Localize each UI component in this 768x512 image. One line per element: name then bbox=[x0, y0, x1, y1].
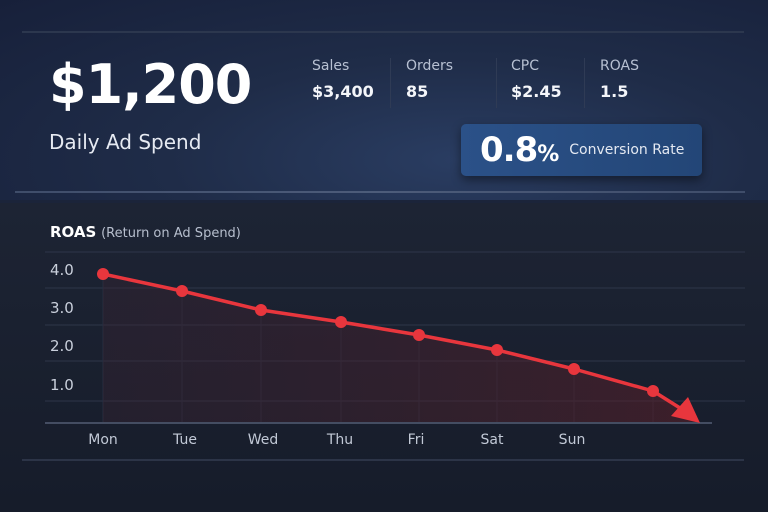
data-point-sat[interactable] bbox=[491, 344, 503, 356]
y-tick-3: 3.0 bbox=[50, 299, 74, 317]
data-point-fri[interactable] bbox=[413, 329, 425, 341]
x-tick-thu: Thu bbox=[326, 432, 354, 448]
metric-value: 1.5 bbox=[600, 82, 629, 101]
bottom-divider bbox=[22, 459, 744, 461]
y-tick-4: 4.0 bbox=[50, 261, 74, 279]
metric-value: 85 bbox=[406, 82, 429, 101]
x-tick-sun: Sun bbox=[558, 432, 586, 448]
data-point-sun[interactable] bbox=[568, 363, 580, 375]
data-point-next[interactable] bbox=[647, 385, 659, 397]
section-divider bbox=[15, 191, 745, 193]
data-point-mon[interactable] bbox=[97, 268, 109, 280]
x-tick-fri: Fri bbox=[407, 432, 425, 448]
metric-orders: Orders 85 bbox=[390, 58, 496, 108]
metric-sales: Sales $3,400 bbox=[300, 58, 390, 108]
metric-value: $2.45 bbox=[511, 82, 562, 101]
data-point-tue[interactable] bbox=[176, 285, 188, 297]
data-points bbox=[97, 268, 659, 397]
trend-arrow-icon bbox=[671, 397, 700, 423]
x-tick-tue: Tue bbox=[173, 432, 197, 448]
area-fill bbox=[103, 274, 700, 423]
data-point-wed[interactable] bbox=[255, 304, 267, 316]
metric-cpc: CPC $2.45 bbox=[496, 58, 584, 108]
metric-label: Sales bbox=[312, 58, 350, 74]
metric-roas: ROAS 1.5 bbox=[584, 58, 664, 108]
top-divider bbox=[22, 31, 744, 33]
metric-label: Orders bbox=[406, 58, 454, 74]
daily-ad-spend-value: $1,200 bbox=[49, 53, 252, 116]
data-point-thu[interactable] bbox=[335, 316, 347, 328]
metric-value: $3,400 bbox=[312, 82, 374, 101]
metric-label: ROAS bbox=[600, 58, 639, 74]
y-tick-1: 1.0 bbox=[50, 376, 74, 394]
conversion-rate-card: 0.8 % Conversion Rate bbox=[461, 124, 702, 176]
metric-label: CPC bbox=[511, 58, 539, 74]
x-tick-mon: Mon bbox=[88, 432, 118, 448]
conversion-rate-unit: % bbox=[537, 141, 560, 167]
conversion-rate-label: Conversion Rate bbox=[569, 142, 685, 158]
chart-subtitle: (Return on Ad Spend) bbox=[101, 226, 241, 241]
daily-ad-spend-label: Daily Ad Spend bbox=[49, 130, 202, 154]
metrics-row: Sales $3,400 Orders 85 CPC $2.45 ROAS 1.… bbox=[300, 58, 664, 108]
x-tick-wed: Wed bbox=[247, 432, 279, 448]
chart-title: ROAS (Return on Ad Spend) bbox=[50, 223, 241, 241]
conversion-rate-value: 0.8 bbox=[480, 130, 538, 170]
x-tick-sat: Sat bbox=[480, 432, 504, 448]
chart-title-main: ROAS bbox=[50, 223, 97, 241]
y-tick-2: 2.0 bbox=[50, 337, 74, 355]
